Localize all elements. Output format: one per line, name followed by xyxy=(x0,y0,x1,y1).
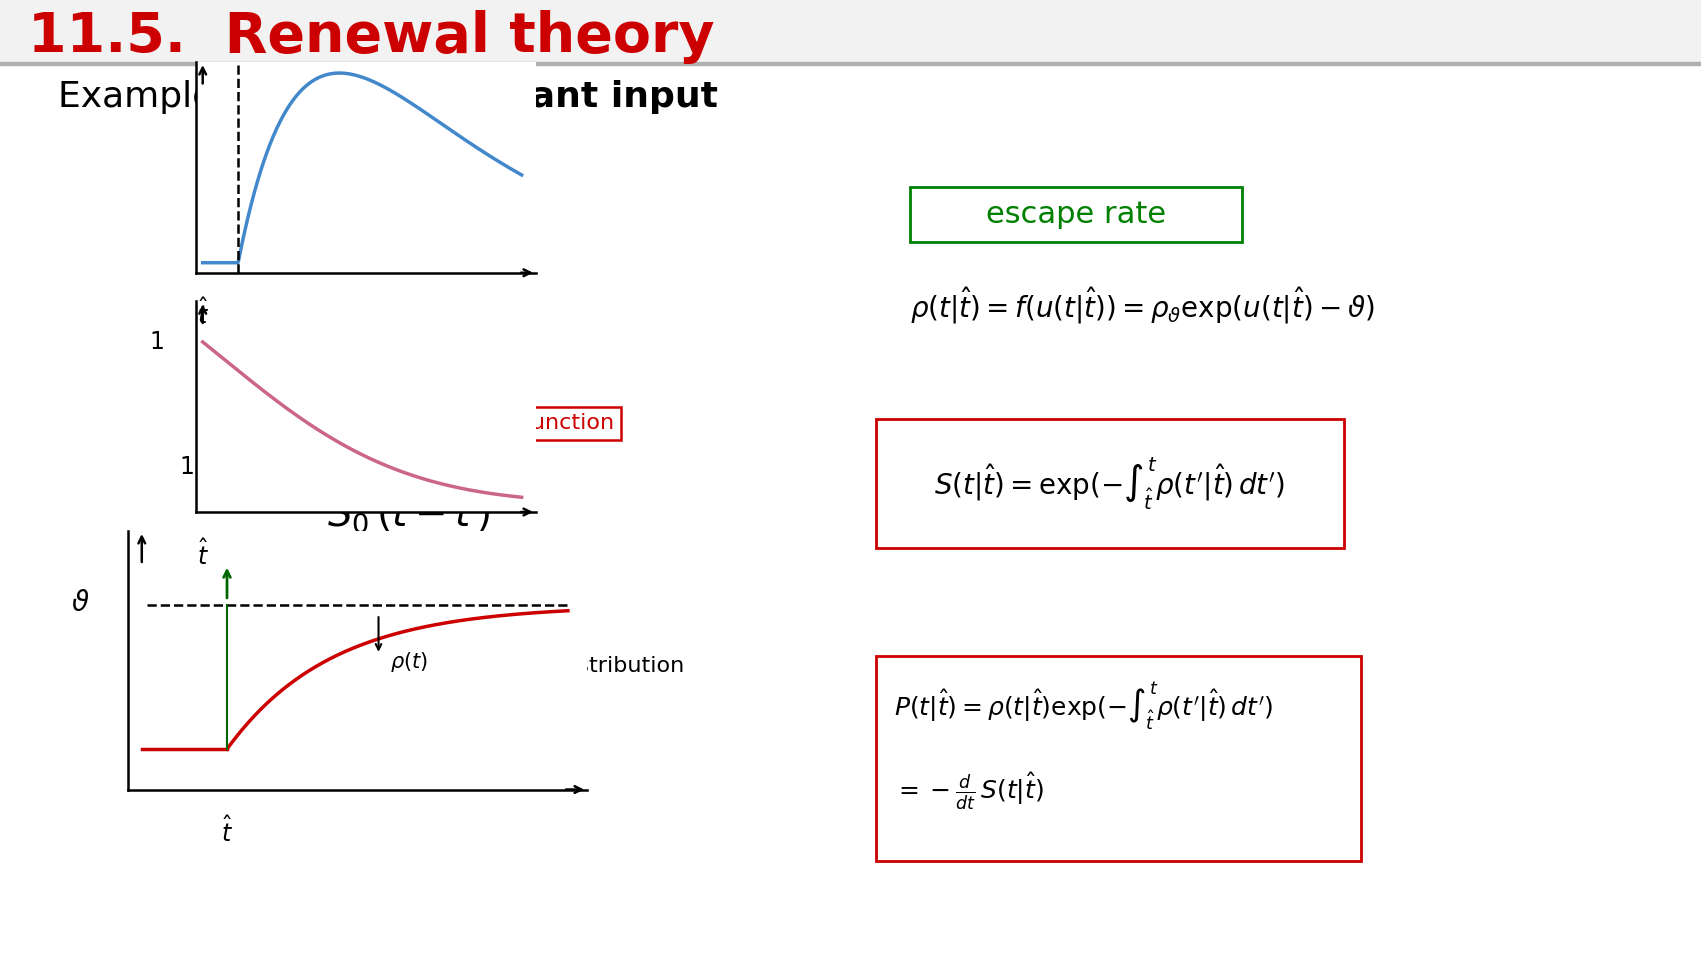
Text: $\hat{t}$: $\hat{t}$ xyxy=(221,816,233,847)
Bar xyxy=(876,656,1361,861)
Bar xyxy=(910,187,1242,242)
Text: $= -\frac{d}{dt}\,S(t|\hat{t})$: $= -\frac{d}{dt}\,S(t|\hat{t})$ xyxy=(895,770,1044,812)
Text: $\hat{t}$: $\hat{t}$ xyxy=(197,299,209,329)
Text: $S_0\,(t-\hat{t}\,)$: $S_0\,(t-\hat{t}\,)$ xyxy=(327,483,490,535)
Bar xyxy=(0,0,1701,65)
Text: $S(t|\hat{t}) = \exp(-\int_{\hat{t}}^{t} \rho(t^{\prime}|\hat{t})\,dt^{\prime})$: $S(t|\hat{t}) = \exp(-\int_{\hat{t}}^{t}… xyxy=(934,456,1286,512)
Text: $1$: $1$ xyxy=(179,455,194,478)
Text: $\vartheta$: $\vartheta$ xyxy=(71,590,90,617)
Bar xyxy=(876,419,1344,548)
Text: $\hat{t}$: $\hat{t}$ xyxy=(197,540,209,570)
Bar xyxy=(0,62,1701,65)
Text: $\rho(t|\hat{t}) = f(u(t|\hat{t})) = \rho_\vartheta \exp(u(t|\hat{t}) - \varthet: $\rho(t|\hat{t}) = f(u(t|\hat{t})) = \rh… xyxy=(910,285,1374,326)
Text: Interval: Interval xyxy=(485,656,577,676)
Text: Example: I&F with reset,: Example: I&F with reset, xyxy=(58,80,512,114)
Text: 11.5.  Renewal theory: 11.5. Renewal theory xyxy=(27,10,714,64)
Text: escape rate: escape rate xyxy=(987,200,1165,229)
Text: $P_0\,(t-\hat{t}\,)$: $P_0\,(t-\hat{t}\,)$ xyxy=(335,705,498,757)
Text: constant input: constant input xyxy=(420,80,718,114)
Text: Survivor function: Survivor function xyxy=(424,413,614,434)
Text: distribution: distribution xyxy=(558,656,686,676)
Text: $\rho(t)$: $\rho(t)$ xyxy=(390,650,429,675)
Text: $1$: $1$ xyxy=(150,330,163,354)
Text: $P(t|\hat{t}) = \rho(t|\hat{t})\exp(-\int_{\hat{t}}^{t} \rho(t^{\prime}|\hat{t}): $P(t|\hat{t}) = \rho(t|\hat{t})\exp(-\in… xyxy=(895,680,1274,732)
